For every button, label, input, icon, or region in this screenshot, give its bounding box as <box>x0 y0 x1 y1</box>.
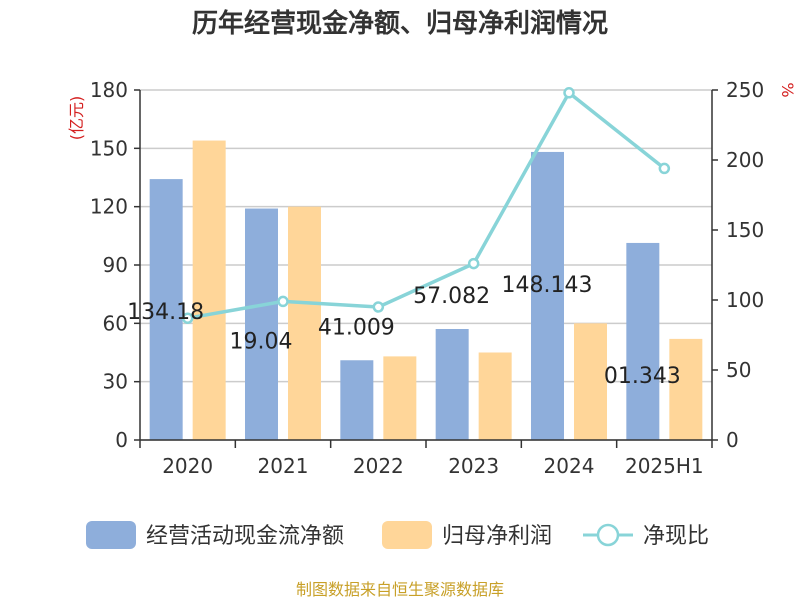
chart-title: 历年经营现金净额、归母净利润情况 <box>192 8 608 39</box>
bar-net-profit <box>478 352 512 440</box>
cash-ratio-point <box>372 301 385 313</box>
data-label: 19.04 <box>230 330 293 355</box>
left-tick-label: 150 <box>90 136 128 160</box>
left-tick-label: 0 <box>115 428 128 452</box>
legend-cash-ratio: 净现比 <box>583 523 709 549</box>
bar-net-profit <box>383 356 417 440</box>
cash-ratio-point <box>658 162 671 175</box>
x-tick-label: 2024 <box>544 454 595 478</box>
legend-net-profit: 归母净利润 <box>382 521 552 549</box>
cash-ratio-point <box>181 312 194 324</box>
bar-operating-cashflow <box>245 208 278 440</box>
x-tick-label: 2021 <box>258 454 309 478</box>
bar-operating-cashflow <box>531 151 564 441</box>
legend-label: 经营活动现金流净额 <box>146 524 344 549</box>
right-tick-label: 250 <box>726 78 764 102</box>
legend-operating-cashflow: 经营活动现金流净额 <box>86 521 344 549</box>
left-tick-label: 30 <box>103 370 128 394</box>
right-axis-unit: % <box>778 82 797 97</box>
data-label: 148.143 <box>502 273 593 298</box>
bar-net-profit <box>574 323 607 440</box>
axis-layer: 0 30 60 90 120 150 180 0 50 100 150 200 250 2020 2021 2… <box>90 78 764 478</box>
grid-layer <box>140 89 712 441</box>
bar-layer <box>149 140 703 441</box>
x-tick-label: 2023 <box>448 454 499 478</box>
right-tick-label: 200 <box>726 148 764 172</box>
legend-label: 净现比 <box>643 524 709 549</box>
x-tick-label: 2020 <box>162 454 213 478</box>
cash-ratio-point <box>467 257 480 270</box>
cash-ratio-point <box>277 295 289 308</box>
data-label: 41.009 <box>318 315 395 340</box>
x-tick-label: 2025H1 <box>625 454 704 478</box>
line-layer <box>181 87 671 324</box>
label-layer: 134.18 19.04 41.009 57.082 148.143 01.343 <box>127 273 681 389</box>
left-axis-unit: (亿元) <box>67 96 86 141</box>
cash-ratio-point <box>563 87 575 99</box>
right-tick-label: 100 <box>726 288 764 312</box>
bar-net-profit <box>192 140 226 441</box>
legend: 经营活动现金流净额 归母净利润 净现比 <box>86 521 709 549</box>
bar-net-profit <box>669 338 703 440</box>
x-tick-label: 2022 <box>353 454 404 478</box>
right-tick-label: 150 <box>726 218 764 242</box>
right-tick-label: 50 <box>726 358 751 382</box>
bar-operating-cashflow <box>149 179 183 440</box>
cash-ratio-line <box>187 91 666 320</box>
legend-swatch <box>382 521 432 549</box>
bar-net-profit <box>288 206 321 440</box>
bar-operating-cashflow <box>340 360 374 440</box>
data-label: 134.18 <box>127 300 204 325</box>
left-tick-label: 180 <box>90 78 128 102</box>
right-tick-label: 0 <box>726 428 739 452</box>
bar-operating-cashflow <box>626 242 660 440</box>
left-tick-label: 60 <box>103 311 128 335</box>
bar-operating-cashflow <box>435 329 469 440</box>
legend-label: 归母净利润 <box>442 524 552 549</box>
left-tick-label: 90 <box>103 253 128 277</box>
left-tick-label: 120 <box>90 195 128 219</box>
legend-swatch <box>86 521 136 549</box>
data-label: 57.082 <box>413 284 490 309</box>
data-label: 01.343 <box>604 364 681 389</box>
legend-swatch-marker <box>596 523 620 547</box>
source-note: 制图数据来自恒生聚源数据库 <box>296 580 504 599</box>
